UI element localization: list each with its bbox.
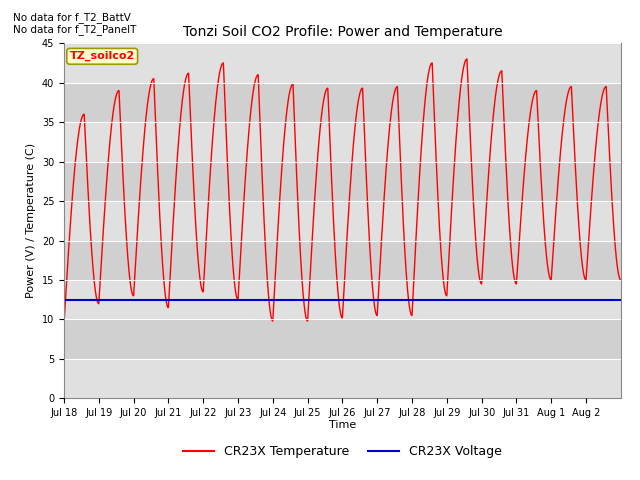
Legend: CR23X Temperature, CR23X Voltage: CR23X Temperature, CR23X Voltage: [178, 440, 507, 463]
Bar: [64, 320, 621, 359]
Bar: [64, 83, 621, 122]
Text: TZ_soilco2: TZ_soilco2: [70, 51, 135, 61]
X-axis label: Time: Time: [329, 420, 356, 430]
Bar: [64, 162, 621, 201]
Title: Tonzi Soil CO2 Profile: Power and Temperature: Tonzi Soil CO2 Profile: Power and Temper…: [182, 25, 502, 39]
Y-axis label: Power (V) / Temperature (C): Power (V) / Temperature (C): [26, 143, 36, 299]
Text: No data for f_T2_PanelT: No data for f_T2_PanelT: [13, 24, 136, 35]
Text: No data for f_T2_BattV: No data for f_T2_BattV: [13, 12, 131, 23]
Bar: [64, 240, 621, 280]
